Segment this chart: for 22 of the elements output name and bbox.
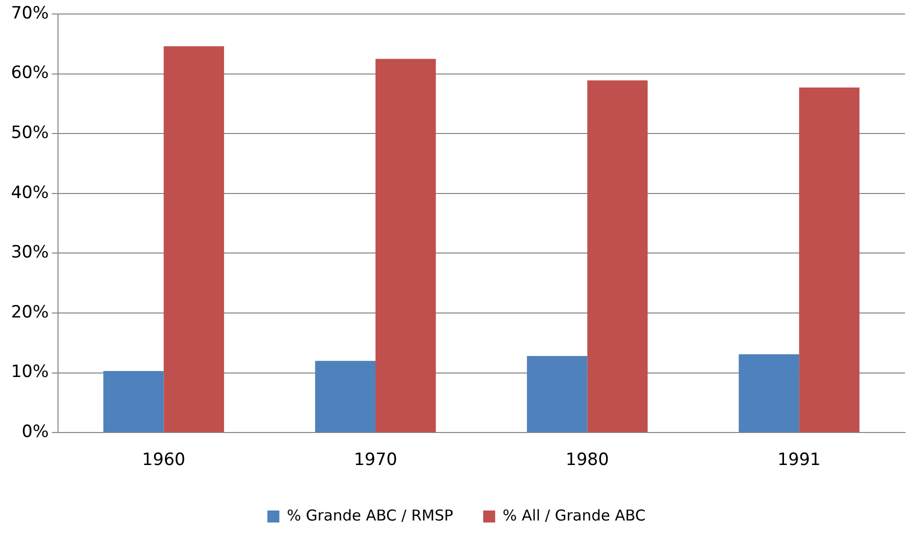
bar [315,360,376,432]
legend-label: % Grande ABC / RMSP [286,506,454,524]
legend-label: % All / Grande ABC [502,506,646,524]
bar [587,80,648,432]
y-tick-label: 50% [10,123,49,144]
bar [526,356,588,432]
x-tick-label: 1980 [566,450,609,470]
y-tick-label: 60% [10,63,49,84]
bar [738,354,800,432]
bar [375,58,436,432]
bar [799,88,860,432]
bar [164,46,224,432]
x-tick-label: 1991 [777,450,821,470]
x-tick-label: 1960 [142,450,186,470]
y-tick-label: 20% [10,302,49,322]
y-tick-label: 70% [10,3,49,24]
y-tick-label: 10% [10,362,49,382]
bar [103,371,164,432]
x-tick-label: 1970 [354,450,398,470]
y-tick-label: 40% [10,182,49,203]
y-tick-label: 0% [22,422,49,442]
y-tick-label: 30% [10,242,49,263]
